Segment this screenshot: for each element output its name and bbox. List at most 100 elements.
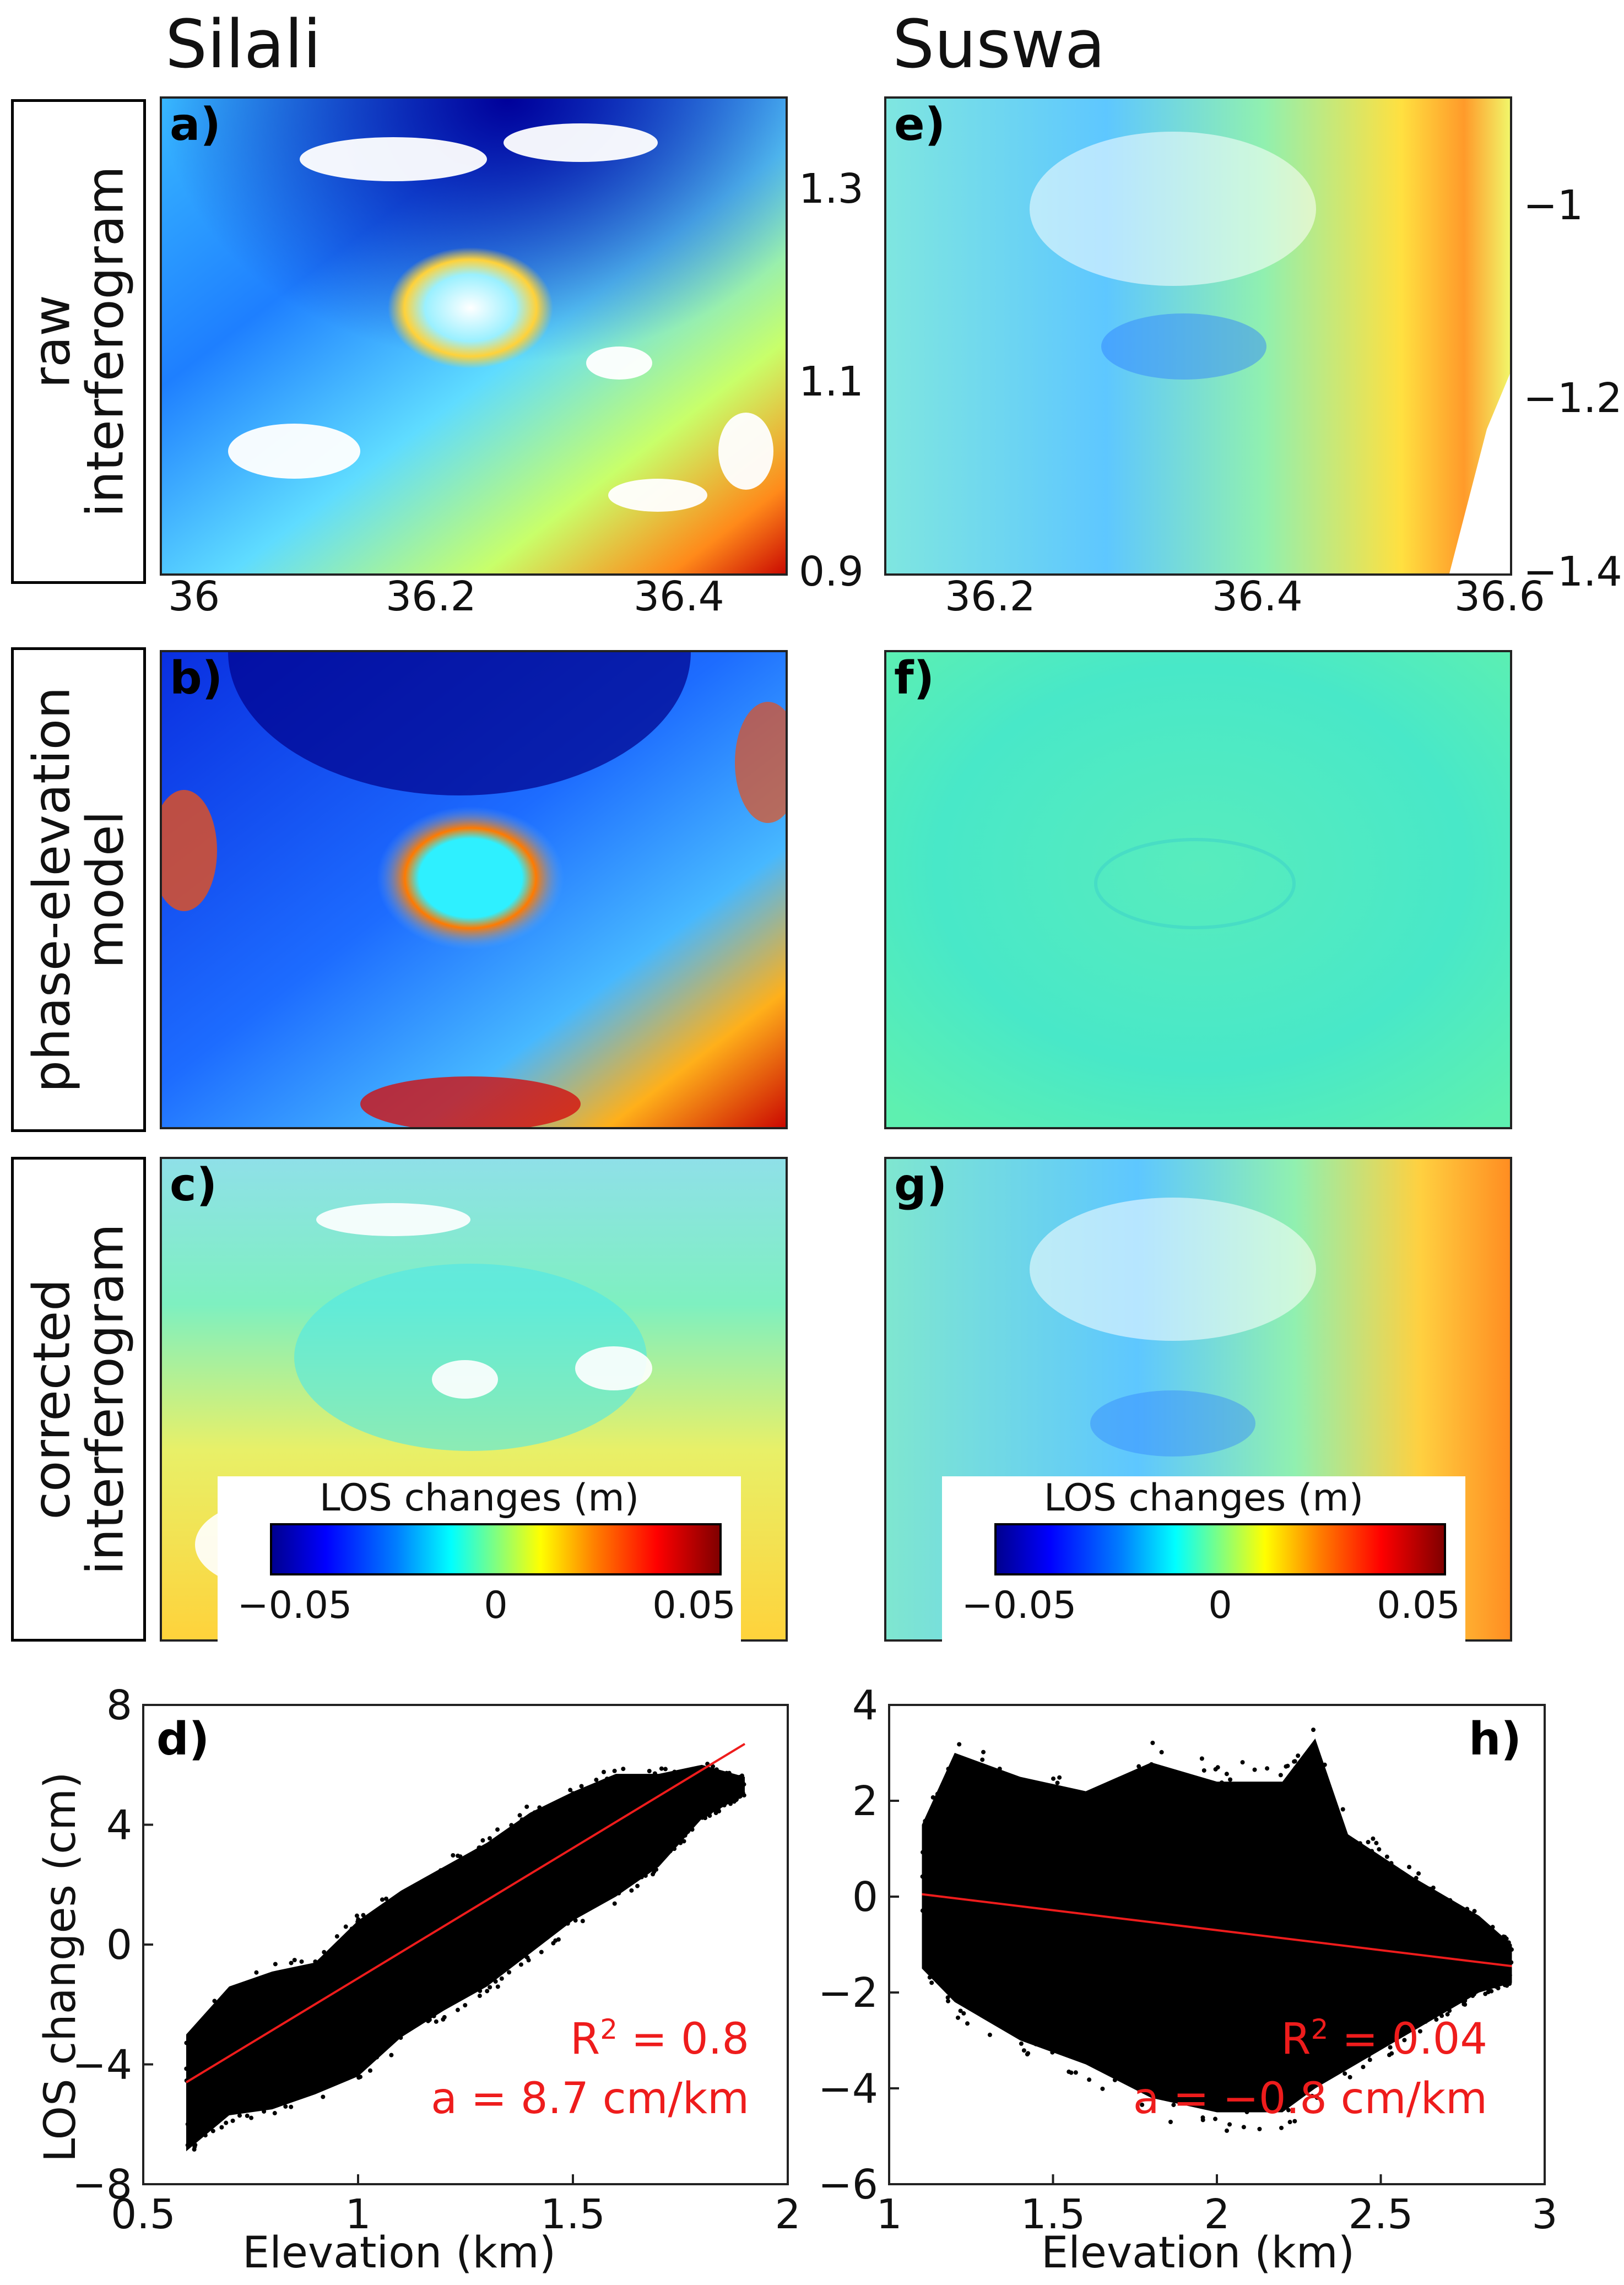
scatter-d-point	[493, 1979, 498, 1984]
scatter-d-point-cloud	[186, 1764, 745, 2152]
scatter-h-point	[1062, 1817, 1067, 1822]
scatter-d-point	[193, 2039, 198, 2044]
scatter-h-point	[1297, 1772, 1302, 1777]
scatter-d-x-tick-label: 1.5	[540, 2191, 605, 2238]
scatter-h-point	[1480, 1919, 1485, 1924]
scatter-h-point	[1259, 2021, 1264, 2026]
scatter-h-point	[1380, 1896, 1385, 1901]
scatter-d-point	[639, 1875, 644, 1880]
scatter-d-point	[229, 2011, 234, 2016]
scatter-h-point	[1241, 2083, 1246, 2088]
scatter-h-point	[1170, 1853, 1175, 1858]
scatter-h-point	[1165, 1886, 1170, 1891]
scatter-d-point	[702, 1783, 707, 1788]
scatter-h-point	[1150, 1740, 1155, 1745]
scatter-d-point	[503, 1838, 508, 1843]
scatter-h-point	[1455, 1910, 1460, 1915]
scatter-d-point	[305, 1991, 310, 1996]
scatter-h-point	[1396, 1918, 1401, 1923]
colorbar-suswa-tick-zero: 0	[1208, 1584, 1232, 1627]
scatter-d-point	[240, 2102, 245, 2107]
scatter-d-point	[291, 2070, 296, 2075]
scatter-h-point	[1140, 1815, 1145, 1820]
scatter-h-point	[1092, 1874, 1097, 1878]
scatter-h-point	[992, 2004, 997, 2008]
scatter-d-point	[362, 1983, 367, 1988]
scatter-d-point	[278, 2073, 283, 2078]
scatter-d-point	[313, 1959, 318, 1964]
scatter-h-point	[1194, 1972, 1199, 1977]
scatter-h-point	[1198, 1864, 1203, 1869]
scatter-h-point	[1447, 1931, 1452, 1936]
scatter-h-point	[1360, 1987, 1365, 1992]
scatter-d-point	[534, 1844, 539, 1849]
scatter-d-point	[366, 1947, 371, 1952]
scatter-d-point	[480, 1838, 485, 1843]
scatter-h-point	[1192, 2071, 1197, 2076]
scatter-d-point	[357, 2053, 362, 2057]
scatter-h-point	[1171, 2103, 1176, 2108]
scatter-d-point	[241, 2023, 246, 2028]
scatter-h-point	[1366, 1958, 1371, 1963]
scatter-d-point	[625, 1871, 630, 1876]
scatter-h-point	[1103, 1832, 1108, 1837]
scatter-h-point	[957, 1742, 962, 1747]
scatter-h-point	[1325, 1924, 1330, 1929]
scatter-h-point	[1265, 1766, 1270, 1771]
scatter-d-point	[592, 1797, 597, 1802]
scatter-d-point	[604, 1777, 609, 1782]
scatter-d-point	[441, 2017, 446, 2022]
scatter-d-point	[562, 1904, 567, 1909]
scatter-d-point	[638, 1787, 643, 1792]
scatter-d-point	[272, 2064, 277, 2069]
scatter-h-point	[1232, 1927, 1237, 1932]
scatter-d-point	[690, 1827, 695, 1832]
scatter-h-point	[1300, 1914, 1304, 1919]
scatter-d-point	[602, 1842, 607, 1847]
scatter-h-point	[980, 1757, 985, 1762]
scatter-d-point	[438, 1868, 443, 1873]
scatter-d-point	[354, 1961, 359, 1966]
scatter-d-point	[670, 1813, 675, 1818]
scatter-h-point	[1055, 1780, 1060, 1785]
scatter-h-point	[961, 2011, 966, 2016]
scatter-d-point	[674, 1831, 679, 1836]
scatter-h-point	[1357, 2042, 1362, 2046]
scatter-h-x-tick-label: 2	[1204, 2191, 1230, 2238]
scatter-h-point	[1064, 1822, 1069, 1827]
scatter-d-point	[553, 1919, 557, 1924]
scatter-d-point	[640, 1780, 645, 1785]
scatter-h-point	[1302, 2028, 1307, 2033]
scatter-d-point	[257, 2101, 262, 2106]
scatter-d-point	[269, 1976, 274, 1981]
scatter-h-point	[1471, 1949, 1476, 1954]
scatter-d-point	[212, 2005, 216, 2010]
scatter-d-point	[190, 2099, 195, 2104]
scatter-d-point	[350, 2008, 355, 2013]
scatter-d-point	[713, 1811, 718, 1816]
scatter-d-point	[540, 1839, 545, 1844]
scatter-h-point	[1085, 1923, 1090, 1927]
scatter-h-point	[981, 1894, 986, 1899]
scatter-h-point	[957, 1780, 962, 1785]
scatter-h-point	[1148, 1819, 1153, 1824]
scatter-h-point	[1275, 1810, 1280, 1815]
scatter-h-point	[1139, 1794, 1144, 1799]
scatter-h-point	[1285, 1763, 1290, 1768]
scatter-h-point	[1301, 1791, 1306, 1796]
scatter-h-point	[1255, 1802, 1260, 1807]
scatter-h-point	[1057, 1951, 1062, 1956]
scatter-h-point	[1296, 2008, 1301, 2013]
scatter-d-point	[488, 1862, 492, 1867]
scatter-h-point	[1458, 1964, 1463, 1969]
scatter-d-point	[431, 1923, 436, 1928]
scatter-d-point	[194, 2096, 199, 2101]
scatter-d-point	[379, 1990, 384, 1995]
scatter-d-point	[663, 1820, 668, 1824]
scatter-d-point	[506, 1850, 511, 1855]
scatter-h-point	[1342, 2071, 1347, 2076]
scatter-h-point	[1389, 1938, 1394, 1943]
scatter-d-point	[486, 1965, 491, 1970]
scatter-h-point	[928, 1948, 933, 1953]
scatter-d-r2-sup: 2	[600, 2013, 618, 2045]
